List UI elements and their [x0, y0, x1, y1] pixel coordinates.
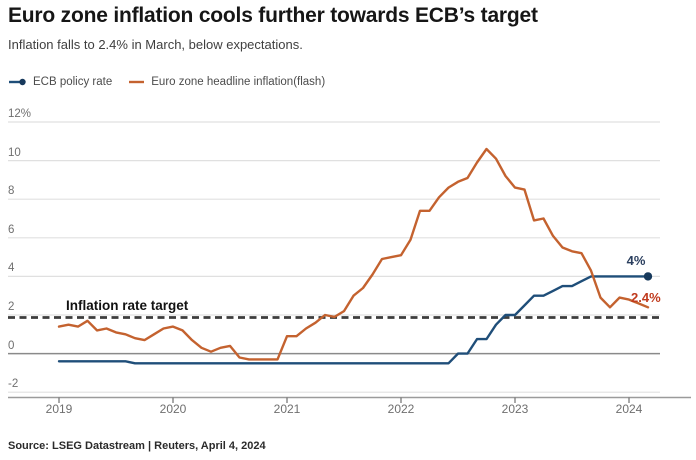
policy-rate-line: [57, 275, 650, 365]
legend-label-policy-rate: ECB policy rate: [33, 76, 113, 88]
x-tick-label: 2021: [273, 402, 301, 416]
y-tick-label: -2: [8, 378, 19, 391]
legend-label-inflation: Euro zone headline inflation(flash): [151, 76, 326, 88]
legend-item-policy-rate: ECB policy rate: [8, 76, 112, 88]
chart-title: Euro zone inflation cools further toward…: [8, 4, 538, 27]
inflation-target-label: Inflation rate target: [66, 298, 189, 313]
y-tick-label: 0: [8, 339, 15, 352]
y-tick-label: 2: [8, 301, 15, 313]
chart-subtitle: Inflation falls to 2.4% in March, below …: [8, 37, 303, 52]
y-tick-label: 10: [8, 146, 21, 159]
x-tick-label: 2024: [615, 402, 643, 416]
legend: ECB policy rate Euro zone headline infla…: [8, 76, 325, 88]
y-tick-label: 6: [8, 223, 15, 236]
line-dot-marker-icon: [9, 78, 26, 86]
line-marker-icon: [129, 80, 145, 84]
y-tick-label: 12%: [8, 108, 32, 120]
inflation-line: [57, 147, 650, 361]
x-tick-label: 2023: [501, 402, 529, 416]
policy-rate-end-value-label: 4%: [626, 253, 646, 268]
x-tick-label: 2020: [159, 402, 187, 416]
inflation-end-value-label: 2.4%: [631, 290, 661, 305]
y-tick-label: 8: [8, 185, 15, 198]
policy-rate-end-dot: [643, 272, 653, 281]
x-tick-label: 2022: [387, 402, 415, 416]
x-tick-label: 2019: [45, 402, 73, 416]
legend-item-inflation: Euro zone headline inflation(flash): [128, 76, 325, 88]
source-note: Source: LSEG Datastream | Reuters, April…: [8, 440, 266, 452]
y-tick-label: 4: [8, 262, 15, 275]
